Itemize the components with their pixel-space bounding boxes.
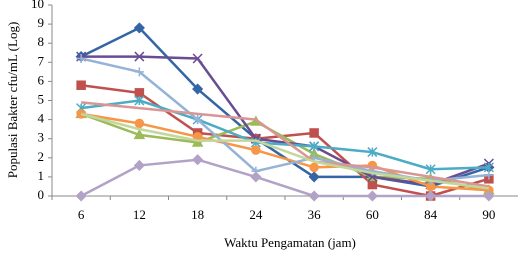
series-line bbox=[80, 112, 489, 192]
y-tick-label: 2 bbox=[38, 149, 45, 164]
y-tick-label: 8 bbox=[38, 34, 45, 49]
x-tick-label: 90 bbox=[482, 207, 495, 222]
point bbox=[484, 170, 494, 180]
series-line bbox=[80, 57, 489, 182]
y-tick-label: 4 bbox=[38, 111, 45, 126]
point bbox=[75, 190, 87, 202]
y-tick-label: 10 bbox=[31, 0, 44, 11]
y-tick-label: 1 bbox=[38, 168, 45, 183]
point bbox=[483, 190, 495, 202]
x-tick-label: 18 bbox=[191, 207, 204, 222]
x-tick-label: 84 bbox=[424, 207, 438, 222]
y-tick-label: 6 bbox=[38, 72, 45, 87]
y-axis-title: Populasi Bakter cfu/mL (Log) bbox=[5, 22, 20, 179]
x-tick-label: 60 bbox=[366, 207, 379, 222]
point bbox=[76, 80, 86, 90]
x-axis-title: Waktu Pengamatan (jam) bbox=[224, 235, 356, 250]
y-tick-label: 5 bbox=[38, 91, 45, 106]
x-tick-label: 12 bbox=[133, 207, 146, 222]
point bbox=[134, 51, 145, 62]
point bbox=[192, 53, 203, 64]
point bbox=[308, 190, 320, 202]
point bbox=[367, 147, 378, 158]
point bbox=[192, 83, 204, 95]
series-line bbox=[80, 158, 489, 198]
point bbox=[425, 190, 437, 202]
point bbox=[133, 22, 145, 34]
point bbox=[367, 179, 378, 190]
point bbox=[191, 136, 204, 147]
point bbox=[192, 154, 204, 166]
point bbox=[133, 128, 146, 140]
point bbox=[250, 171, 262, 183]
x-tick-label: 36 bbox=[308, 207, 322, 222]
point bbox=[134, 118, 145, 129]
point bbox=[251, 145, 261, 155]
series-line bbox=[80, 112, 490, 190]
y-tick-label: 7 bbox=[38, 53, 45, 68]
point bbox=[425, 164, 436, 175]
series-line bbox=[80, 83, 490, 198]
x-tick-label: 24 bbox=[249, 207, 263, 222]
point bbox=[134, 88, 145, 98]
y-tick-label: 0 bbox=[38, 187, 45, 202]
point bbox=[134, 67, 144, 77]
point bbox=[308, 171, 320, 183]
point bbox=[366, 190, 378, 202]
point bbox=[309, 162, 319, 173]
point bbox=[133, 159, 145, 172]
x-tick-label: 6 bbox=[78, 207, 85, 222]
point bbox=[483, 162, 494, 173]
point bbox=[193, 115, 203, 125]
series-line bbox=[80, 99, 489, 171]
point bbox=[309, 141, 320, 152]
point bbox=[309, 128, 319, 138]
series-line bbox=[81, 101, 490, 188]
y-tick-label: 3 bbox=[38, 130, 45, 145]
point bbox=[76, 53, 86, 63]
y-tick-label: 9 bbox=[38, 15, 45, 30]
point bbox=[134, 95, 145, 106]
